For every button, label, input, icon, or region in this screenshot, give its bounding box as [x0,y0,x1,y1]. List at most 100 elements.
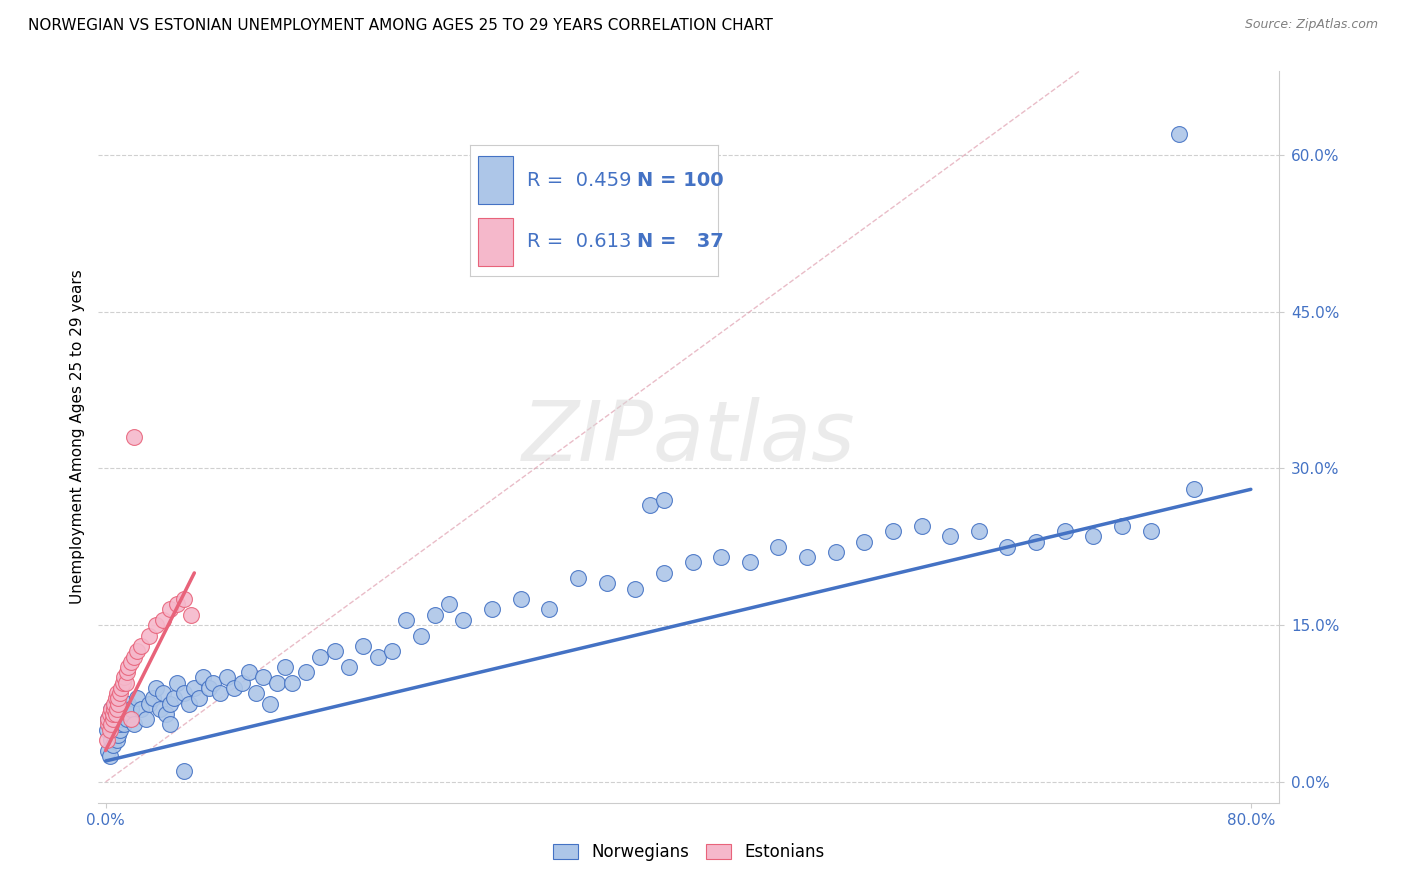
Norwegians [309,649,332,664]
Norwegians [567,571,589,585]
Estonians [100,717,122,731]
Norwegians [111,706,134,721]
Estonians [96,733,118,747]
Norwegians [112,717,135,731]
Norwegians [101,739,124,753]
Norwegians [96,723,118,737]
Estonians [125,644,148,658]
Norwegians [1168,127,1191,141]
Norwegians [98,748,121,763]
Estonians [120,712,142,726]
Norwegians [252,670,274,684]
Norwegians [105,733,128,747]
Estonians [110,681,132,695]
Norwegians [280,675,302,690]
Y-axis label: Unemployment Among Ages 25 to 29 years: Unemployment Among Ages 25 to 29 years [69,269,84,605]
Estonians [122,430,145,444]
Norwegians [1025,534,1047,549]
Norwegians [104,712,127,726]
Norwegians [104,723,127,737]
Norwegians [259,697,281,711]
Estonians [166,597,188,611]
Estonians [117,660,139,674]
Norwegians [231,675,253,690]
Norwegians [103,717,125,731]
Estonians [101,706,124,721]
Norwegians [967,524,990,538]
Text: N =   37: N = 37 [637,233,723,252]
Norwegians [166,675,188,690]
Text: N = 100: N = 100 [637,170,723,190]
Norwegians [1139,524,1161,538]
Norwegians [796,550,818,565]
Norwegians [1111,519,1133,533]
Norwegians [118,706,141,721]
Norwegians [117,697,139,711]
Norwegians [910,519,932,533]
Estonians [107,691,129,706]
Norwegians [638,498,661,512]
Norwegians [105,702,128,716]
Norwegians [238,665,260,680]
Estonians [98,706,121,721]
Norwegians [183,681,205,695]
Norwegians [120,702,142,716]
Norwegians [509,592,531,607]
Norwegians [682,556,704,570]
Estonians [108,686,131,700]
Norwegians [97,712,120,726]
Estonians [138,629,160,643]
Norwegians [395,613,418,627]
Text: R =  0.613: R = 0.613 [527,233,631,252]
Estonians [145,618,167,632]
Norwegians [107,697,129,711]
Estonians [101,712,124,726]
Norwegians [882,524,904,538]
Estonians [114,675,136,690]
Norwegians [768,540,790,554]
Norwegians [652,492,675,507]
Norwegians [108,723,131,737]
Norwegians [224,681,246,695]
Estonians [97,717,120,731]
Estonians [159,602,181,616]
Estonians [97,712,120,726]
Norwegians [409,629,432,643]
Norwegians [122,717,145,731]
Estonians [103,702,125,716]
Norwegians [367,649,389,664]
Norwegians [453,613,475,627]
Norwegians [187,691,209,706]
Norwegians [114,702,136,716]
Norwegians [423,607,446,622]
FancyBboxPatch shape [478,156,513,203]
Norwegians [125,691,148,706]
Estonians [120,655,142,669]
Norwegians [131,702,153,716]
Norwegians [437,597,460,611]
Norwegians [245,686,267,700]
Norwegians [177,697,200,711]
Norwegians [115,712,138,726]
Estonians [104,706,127,721]
Estonians [131,639,153,653]
Text: Source: ZipAtlas.com: Source: ZipAtlas.com [1244,18,1378,31]
Norwegians [481,602,503,616]
Norwegians [107,728,129,742]
Norwegians [110,712,132,726]
Norwegians [323,644,346,658]
Norwegians [152,686,174,700]
Norwegians [1083,529,1105,543]
Estonians [107,697,129,711]
Norwegians [337,660,360,674]
Estonians [98,723,121,737]
Norwegians [1053,524,1076,538]
Norwegians [142,691,165,706]
Text: ZIPatlas: ZIPatlas [522,397,856,477]
Norwegians [197,681,219,695]
Norwegians [266,675,288,690]
Estonians [122,649,145,664]
Norwegians [159,717,181,731]
Norwegians [97,743,120,757]
Norwegians [853,534,876,549]
